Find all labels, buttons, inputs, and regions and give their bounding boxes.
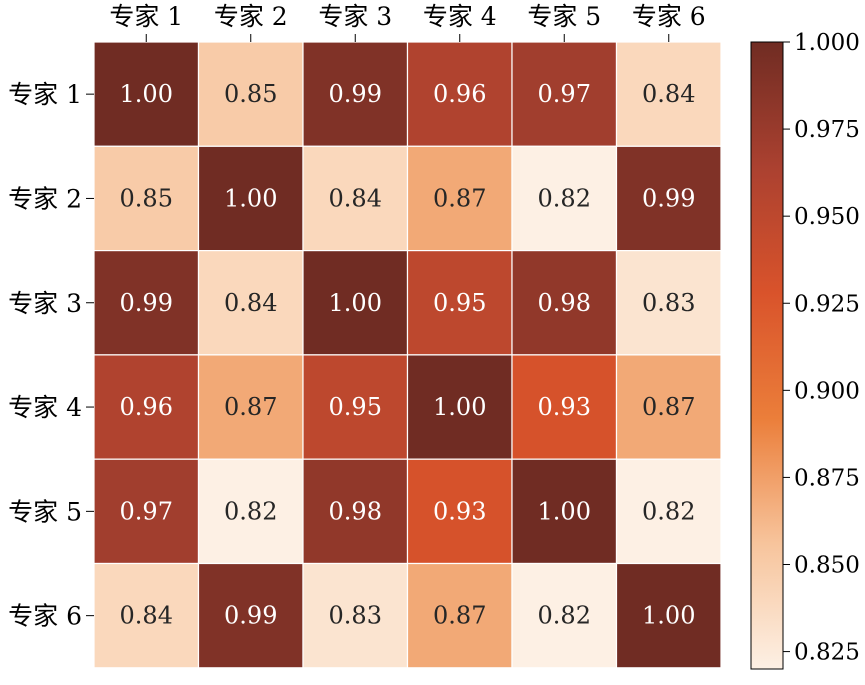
cell-value-label: 0.82 (538, 184, 591, 212)
x-axis-ticks: 专家 1 专家 2 专家 3 专家 4 专家 5 专家 6 (109, 2, 706, 42)
cell-value-label: 0.87 (433, 184, 486, 212)
cell-value-label: 0.83 (329, 602, 382, 630)
heatmap-cells: 1.00 0.85 0.99 0.96 0.97 0.84 0.85 1.00 0.84 0.87… (93, 41, 722, 669)
x-tick-label: 专家 6 (632, 2, 706, 31)
heatmap-cell (615, 354, 722, 460)
colorbar-tick-label: 0.900 (794, 378, 860, 404)
y-tick-label: 专家 1 (8, 80, 82, 109)
cell-value-label: 0.82 (642, 497, 695, 525)
heatmap-cell (406, 562, 513, 669)
cell-value-label: 0.93 (433, 497, 486, 525)
y-tick-label: 专家 2 (8, 184, 82, 213)
cell-value-label: 0.87 (642, 393, 695, 421)
cell-value-label: 0.99 (642, 184, 695, 212)
cell-value-label: 0.99 (120, 289, 173, 317)
x-tick-label: 专家 2 (214, 2, 288, 31)
cell-value-label: 0.82 (538, 602, 591, 630)
heatmap-cell (615, 145, 722, 252)
colorbar-tick-label: 0.975 (794, 117, 860, 143)
colorbar-gradient (750, 41, 784, 670)
cell-value-label: 0.87 (433, 602, 486, 630)
heatmap-cell (197, 354, 304, 460)
heatmap-cell (511, 41, 618, 147)
cell-value-label: 0.96 (433, 80, 486, 108)
y-tick-label: 专家 5 (8, 497, 82, 526)
heatmap-cell (93, 458, 200, 565)
heatmap-cell (615, 458, 722, 565)
cell-value-label: 0.99 (329, 80, 382, 108)
cell-value-label: 0.98 (538, 289, 591, 317)
y-axis-ticks: 专家 1 专家 2 专家 3 专家 4 专家 5 专家 6 (8, 80, 94, 631)
y-tick-label: 专家 6 (8, 602, 82, 631)
cell-value-label: 0.84 (120, 602, 173, 630)
heatmap-cell (511, 250, 618, 356)
colorbar-tick-label: 0.825 (794, 640, 860, 666)
colorbar-tick-label: 0.950 (794, 204, 860, 230)
cell-value-label: 0.87 (224, 393, 277, 421)
cell-value-label: 0.93 (538, 393, 591, 421)
heatmap-cell (406, 250, 513, 356)
heatmap-cell (511, 354, 618, 460)
cell-value-label: 0.85 (120, 184, 173, 212)
heatmap-cell (406, 354, 513, 460)
cell-value-label: 0.95 (329, 393, 382, 421)
cell-value-label: 0.83 (642, 289, 695, 317)
x-tick-label: 专家 5 (527, 2, 601, 31)
heatmap-cell (197, 145, 304, 252)
heatmap-cell (615, 250, 722, 356)
cell-value-label: 1.00 (433, 393, 486, 421)
y-tick-label: 专家 4 (8, 393, 82, 422)
heatmap-cell (93, 562, 200, 669)
colorbar-tick-label: 0.875 (794, 465, 860, 491)
cell-value-label: 0.96 (120, 393, 173, 421)
colorbar-tick-label: 0.850 (794, 553, 860, 579)
heatmap-cell (406, 458, 513, 565)
heatmap-cell (93, 250, 200, 356)
cell-value-label: 1.00 (538, 497, 591, 525)
cell-value-label: 0.95 (433, 289, 486, 317)
cell-value-label: 0.97 (538, 80, 591, 108)
cell-value-label: 0.84 (224, 289, 277, 317)
heatmap-cell (406, 145, 513, 252)
heatmap-cell (197, 41, 304, 147)
colorbar-tick-label: 1.000 (794, 30, 860, 56)
heatmap-cell (302, 354, 409, 460)
x-tick-label: 专家 1 (109, 2, 183, 31)
cell-value-label: 0.99 (224, 602, 277, 630)
cell-value-label: 0.97 (120, 497, 173, 525)
cell-value-label: 0.84 (642, 80, 695, 108)
cell-value-label: 0.84 (329, 184, 382, 212)
heatmap-cell (511, 458, 618, 565)
heatmap-cell (511, 562, 618, 669)
x-tick-label: 专家 3 (318, 2, 392, 31)
heatmap-cell (302, 458, 409, 565)
heatmap-cell (93, 354, 200, 460)
heatmap-cell (93, 41, 200, 147)
cell-value-label: 0.82 (224, 497, 277, 525)
heatmap-cell (615, 562, 722, 669)
heatmap-cell (615, 41, 722, 147)
heatmap-cell (302, 250, 409, 356)
heatmap-cell (197, 250, 304, 356)
colorbar-tick-label: 0.925 (794, 291, 860, 317)
cell-value-label: 0.85 (224, 80, 277, 108)
colorbar: 0.825 0.850 0.875 0.900 0.925 0.950 0.975 1.000 (750, 30, 860, 670)
cell-value-label: 1.00 (642, 602, 695, 630)
x-tick-label: 专家 4 (423, 2, 497, 31)
cell-value-label: 1.00 (120, 80, 173, 108)
cell-value-label: 1.00 (329, 289, 382, 317)
y-tick-label: 专家 3 (8, 289, 82, 318)
heatmap-cell (406, 41, 513, 147)
cell-value-label: 0.98 (329, 497, 382, 525)
cell-value-label: 1.00 (224, 184, 277, 212)
